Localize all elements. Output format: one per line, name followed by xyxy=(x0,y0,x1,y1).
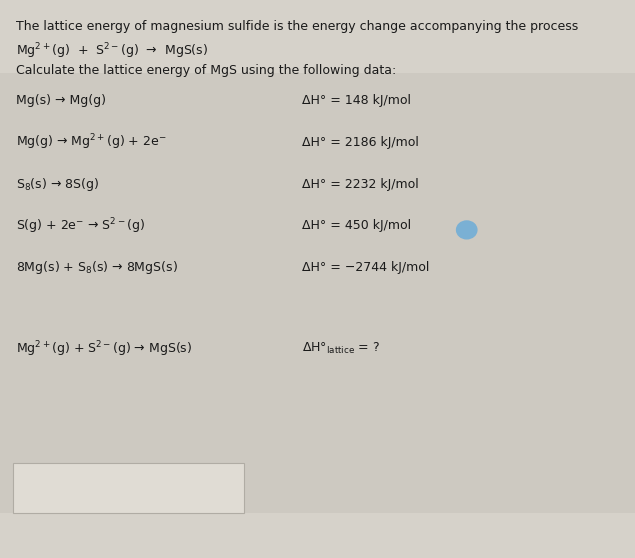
FancyBboxPatch shape xyxy=(13,463,244,513)
Circle shape xyxy=(457,221,477,239)
Text: ΔH° = 2232 kJ/mol: ΔH° = 2232 kJ/mol xyxy=(302,177,418,191)
Text: ΔH° = 148 kJ/mol: ΔH° = 148 kJ/mol xyxy=(302,94,411,107)
Text: Calculate the lattice energy of MgS using the following data:: Calculate the lattice energy of MgS usin… xyxy=(16,64,396,77)
Text: ΔH°$_{\mathrm{lattice}}$ = ?: ΔH°$_{\mathrm{lattice}}$ = ? xyxy=(302,341,380,357)
Text: ΔH° = 450 kJ/mol: ΔH° = 450 kJ/mol xyxy=(302,219,411,233)
Text: Mg$^{2+}$(g)  +  S$^{2-}$(g)  →  MgS(s): Mg$^{2+}$(g) + S$^{2-}$(g) → MgS(s) xyxy=(16,42,208,61)
Text: S(g) + 2e$^{-}$ → S$^{2-}$(g): S(g) + 2e$^{-}$ → S$^{2-}$(g) xyxy=(16,216,145,236)
Text: ΔH° = −2744 kJ/mol: ΔH° = −2744 kJ/mol xyxy=(302,261,429,275)
Text: 8Mg(s) + S$_8$(s) → 8MgS(s): 8Mg(s) + S$_8$(s) → 8MgS(s) xyxy=(16,259,178,276)
Text: The lattice energy of magnesium sulfide is the energy change accompanying the pr: The lattice energy of magnesium sulfide … xyxy=(16,20,578,32)
FancyBboxPatch shape xyxy=(0,73,635,513)
Text: Mg$^{2+}$(g) + S$^{2-}$(g) → MgS(s): Mg$^{2+}$(g) + S$^{2-}$(g) → MgS(s) xyxy=(16,339,192,359)
Text: ΔH° = 2186 kJ/mol: ΔH° = 2186 kJ/mol xyxy=(302,136,418,149)
Text: Mg(s) → Mg(g): Mg(s) → Mg(g) xyxy=(16,94,106,107)
Text: Mg(g) → Mg$^{2+}$(g) + 2e$^{-}$: Mg(g) → Mg$^{2+}$(g) + 2e$^{-}$ xyxy=(16,132,166,152)
Text: S$_8$(s) → 8S(g): S$_8$(s) → 8S(g) xyxy=(16,176,99,193)
